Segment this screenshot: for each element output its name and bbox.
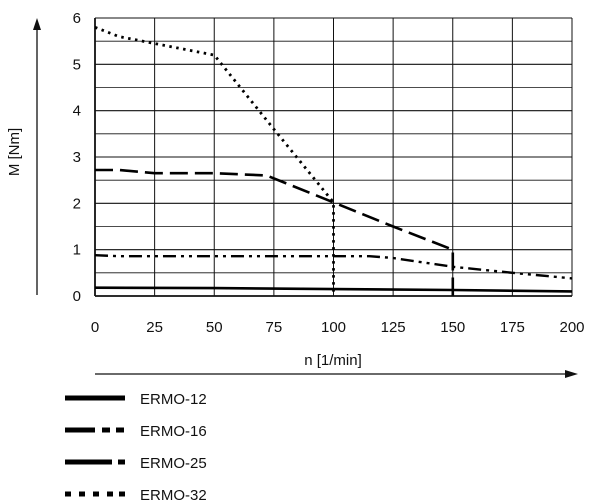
y-axis-arrowhead	[33, 18, 41, 30]
series-ermo-25	[95, 168, 455, 296]
legend-item: ERMO-16	[65, 423, 207, 440]
legend-item: ERMO-12	[65, 391, 207, 408]
x-axis-title: n [1/min]	[304, 352, 362, 369]
x-tick-label: 125	[381, 319, 406, 336]
legend-label: ERMO-12	[140, 391, 207, 408]
legend-item: ERMO-25	[65, 455, 207, 472]
x-tick-label: 75	[266, 319, 283, 336]
x-tick-label: 175	[500, 319, 525, 336]
tick-labels: 0 1 2 3 4 5 6 0 25 50 75 100 125 150 175 200	[73, 10, 585, 336]
legend-label: ERMO-16	[140, 423, 207, 440]
x-tick-label: 200	[559, 319, 584, 336]
x-tick-label: 50	[206, 319, 223, 336]
y-tick-label: 4	[73, 103, 81, 120]
x-axis-arrowhead	[565, 370, 578, 378]
y-tick-label: 2	[73, 195, 81, 212]
series-lines	[94, 25, 573, 296]
legend-label: ERMO-25	[140, 455, 207, 472]
grid	[94, 17, 573, 297]
y-axis-title: M [Nm]	[6, 128, 23, 176]
y-tick-label: 5	[73, 56, 81, 73]
x-tick-label: 150	[440, 319, 465, 336]
series-ermo-16	[94, 254, 573, 280]
x-tick-label: 100	[321, 319, 346, 336]
x-tick-label: 0	[91, 319, 99, 336]
y-tick-label: 3	[73, 149, 81, 166]
x-tick-label: 25	[146, 319, 163, 336]
legend: ERMO-12 ERMO-16 ERMO-25 ERMO-32	[65, 391, 207, 504]
y-tick-label: 0	[73, 288, 81, 305]
y-tick-label: 6	[73, 10, 81, 27]
y-tick-label: 1	[73, 242, 81, 259]
legend-label: ERMO-32	[140, 487, 207, 504]
legend-item: ERMO-32	[65, 487, 207, 504]
